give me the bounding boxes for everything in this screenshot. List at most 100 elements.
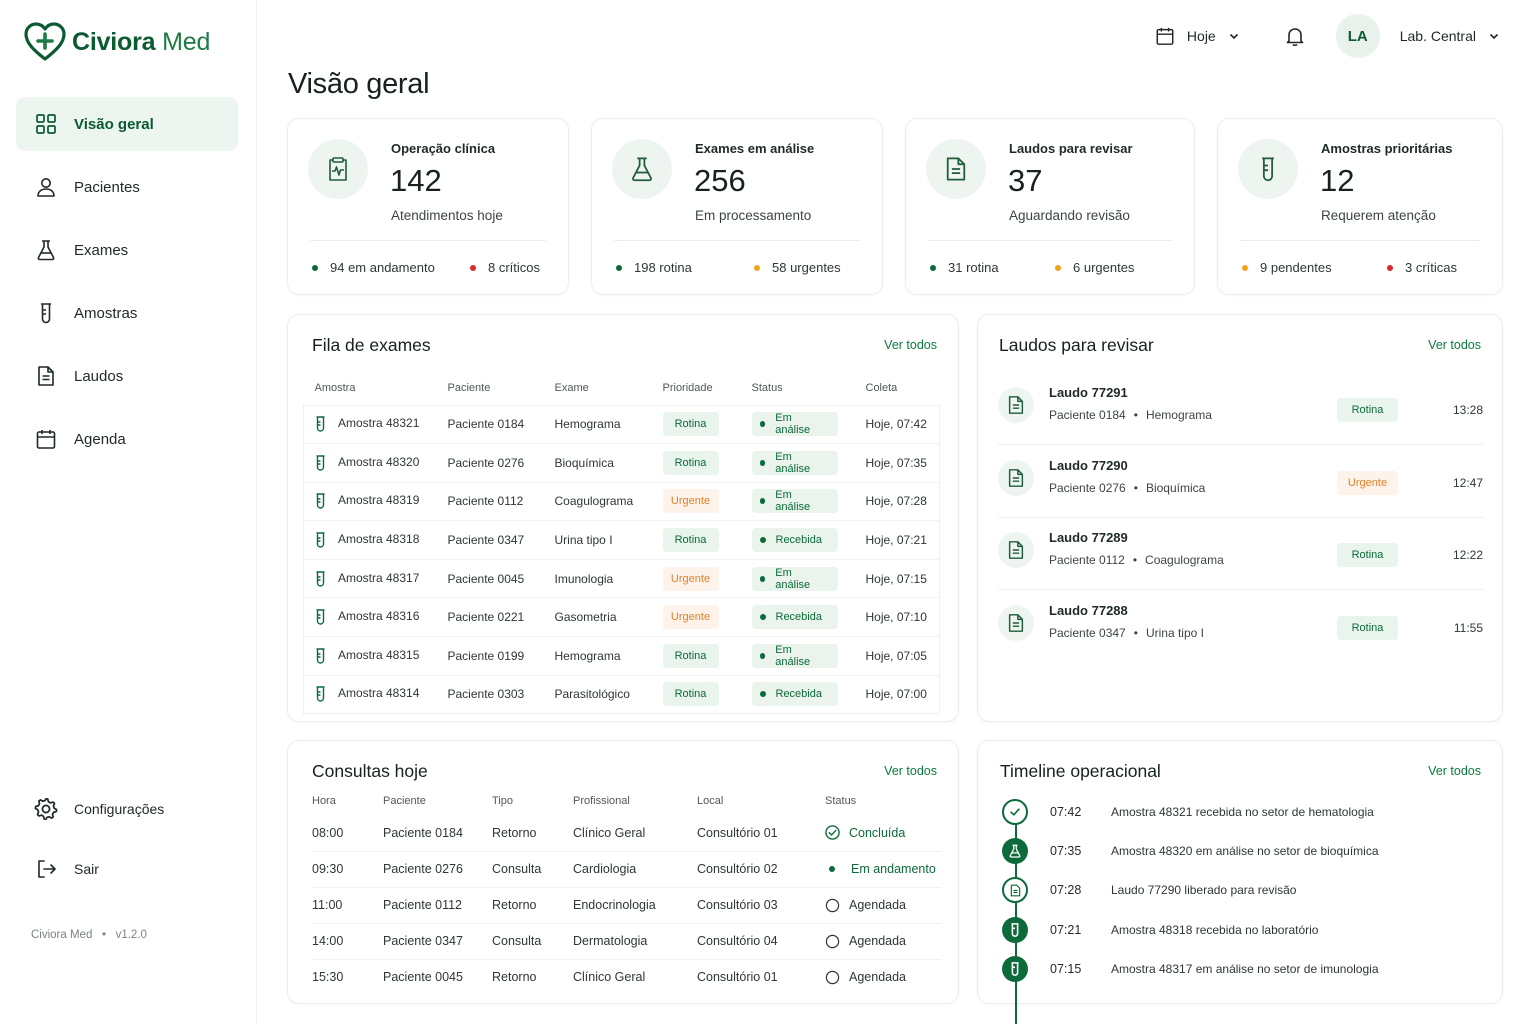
kpi-value: 37 <box>1008 163 1043 198</box>
status-dot <box>616 264 622 271</box>
date-filter-dropdown[interactable]: Hoje <box>1155 26 1240 46</box>
status-dot <box>1055 264 1061 271</box>
sidebar-item-exames[interactable]: Exames <box>16 223 238 277</box>
priority-badge: Urgente <box>662 605 719 630</box>
timeline-operacional-card: Timeline operacional Ver todos 07:42 Amos… <box>977 740 1503 1024</box>
sidebar-item-agenda[interactable]: Agenda <box>16 412 238 466</box>
laudo-name: Laudo 77289 <box>1049 530 1128 545</box>
laudo-name: Laudo 77290 <box>1049 457 1128 473</box>
table-row[interactable]: Amostra 48320 Paciente 0276 Bioquímica Roti… <box>303 443 940 483</box>
column-header: Tipo <box>492 795 513 807</box>
column-header: Coleta <box>865 381 898 394</box>
chevron-down-icon <box>1489 33 1499 40</box>
sidebar-item-label: Visão geral <box>74 115 154 133</box>
lab-selector-dropdown[interactable]: Lab. Central <box>1400 28 1500 44</box>
notifications-button[interactable] <box>1284 25 1306 47</box>
cell-status: Recebida <box>740 520 855 560</box>
calendar-icon <box>36 430 56 449</box>
status-badge: Agendada <box>825 970 942 985</box>
table-row[interactable]: 08:00 Paciente 0184 Retorno Clínico Geral Co… <box>312 815 942 852</box>
timeline-item: 07:15 Amostra 48317 em análise no setor d… <box>1002 955 1502 983</box>
table-row[interactable]: Amostra 48314 Paciente 0303 Parasitológico… <box>303 674 940 714</box>
status-badge: Agendada <box>825 934 942 949</box>
priority-badge: Rotina <box>1337 615 1398 640</box>
list-item[interactable]: Laudo 77288 Paciente 0347 • Urina tipo I Rot… <box>998 591 1483 663</box>
kpi-card-operacao-clinica[interactable]: Operação clínica 142 Atendimentos hoje 9… <box>287 118 569 295</box>
cell-paciente: Paciente 0199 <box>436 636 544 676</box>
timeline-text: Amostra 48318 recebida no laboratório <box>1111 922 1319 937</box>
priority-badge: Rotina <box>662 412 719 437</box>
kpi-subtitle: Em processamento <box>695 208 812 223</box>
cell-paciente: Paciente 0184 <box>436 404 544 444</box>
table-row[interactable]: Amostra 48321 Paciente 0184 Hemograma Rotin… <box>303 404 940 444</box>
test-tube-icon <box>315 416 326 432</box>
brand-logo[interactable]: Civiora Med <box>24 22 210 62</box>
divider <box>614 240 860 241</box>
table-row[interactable]: 14:00 Paciente 0347 Consulta Dermatologia Co… <box>312 923 942 960</box>
table-row[interactable]: 11:00 Paciente 0112 Retorno Endocrinologia C… <box>312 887 942 924</box>
ver-todos-link[interactable]: Ver todos <box>1428 338 1481 352</box>
avatar[interactable]: LA <box>1335 14 1380 58</box>
document-icon <box>998 532 1034 568</box>
sidebar-item-pacientes[interactable]: Pacientes <box>16 160 238 214</box>
divider <box>1240 240 1480 241</box>
laudo-time: 13:28 <box>1452 403 1483 417</box>
laudo-time: 11:55 <box>1453 620 1483 635</box>
table-row[interactable]: 09:30 Paciente 0276 Consulta Cardiologia Con… <box>312 851 942 888</box>
cell-prioridade: Rotina <box>651 443 741 483</box>
kpi-card-laudos-para-revisar[interactable]: Laudos para revisar 37 Aguardando revisã… <box>905 118 1195 295</box>
table-row[interactable]: Amostra 48315 Paciente 0199 Hemograma Rotin… <box>303 636 940 676</box>
column-header: Exame <box>554 381 589 394</box>
sidebar-item-amostras[interactable]: Amostras <box>16 286 238 340</box>
status-dot <box>759 498 766 505</box>
empty-circle-icon <box>825 970 849 985</box>
exams-table: Amostra Paciente Exame Prioridade Status… <box>303 371 940 714</box>
kpi-card-amostras-prioritarias[interactable]: Amostras prioritárias 12 Requerem atençã… <box>1217 118 1503 295</box>
kpi-card-exames-em-analise[interactable]: Exames em análise 256 Em processamento 1… <box>591 118 883 295</box>
ver-todos-link[interactable]: Ver todos <box>1428 764 1481 778</box>
ver-todos-link[interactable]: Ver todos <box>884 764 937 778</box>
sidebar-item-configuracoes[interactable]: Configurações <box>16 782 238 836</box>
table-row[interactable]: Amostra 48319 Paciente 0112 Coagulograma Ur… <box>303 481 940 521</box>
user-icon <box>37 178 55 197</box>
status-dot <box>759 459 766 466</box>
column-header: Status <box>825 795 857 807</box>
list-item[interactable]: Laudo 77289 Paciente 0112 • Coagulograma Rot… <box>998 518 1483 590</box>
kpi-subtitle: Aguardando revisão <box>1009 208 1130 223</box>
column-header: Prioridade <box>662 381 713 394</box>
cell-hora: 09:30 <box>312 851 383 888</box>
kpi-title: Exames em análise <box>695 141 815 156</box>
cell-local: Consultório 02 <box>697 851 825 888</box>
fila-de-exames-card: Fila de exames Ver todos Amostra Pacient… <box>287 314 959 722</box>
table-row[interactable]: Amostra 48316 Paciente 0221 Gasometria Urge… <box>303 597 940 637</box>
priority-badge: Rotina <box>662 682 719 707</box>
list-item[interactable]: Laudo 77291 Paciente 0184 • Hemograma Rotina… <box>998 373 1483 445</box>
laudos-para-revisar-card: Laudos para revisar Ver todos Laudo 7729… <box>977 314 1503 722</box>
sidebar-item-visao-geral[interactable]: Visão geral <box>16 97 238 151</box>
cell-paciente: Paciente 0045 <box>436 558 544 598</box>
cell-profissional: Cardiologia <box>573 851 697 888</box>
timeline-time: 07:28 <box>1050 883 1082 898</box>
priority-badge: Urgente <box>662 489 719 514</box>
status-dot <box>759 691 766 698</box>
priority-badge: Rotina <box>662 528 719 553</box>
cell-status: Em andamento <box>825 851 942 888</box>
cell-tipo: Retorno <box>492 815 573 852</box>
table-row[interactable]: 15:30 Paciente 0045 Retorno Clínico Geral Co… <box>312 959 942 995</box>
table-row[interactable]: Amostra 48317 Paciente 0045 Imunologia Urge… <box>303 558 940 598</box>
cell-amostra: Amostra 48316 <box>303 597 437 637</box>
timeline-text: Amostra 48320 em análise no setor de bio… <box>1111 844 1379 859</box>
kpi-footer-item: 9 pendentes <box>1242 260 1387 275</box>
cell-amostra: Amostra 48318 <box>303 520 437 560</box>
status-dot <box>1242 264 1248 271</box>
table-row[interactable]: Amostra 48318 Paciente 0347 Urina tipo I Ro… <box>303 520 940 560</box>
sidebar-item-laudos[interactable]: Laudos <box>16 349 238 403</box>
sidebar-item-sair[interactable]: Sair <box>16 842 238 896</box>
list-item[interactable]: Laudo 77290 Paciente 0276 • Bioquímica Urgen… <box>998 446 1483 518</box>
laudo-time: 12:47 <box>1452 475 1483 490</box>
cell-prioridade: Rotina <box>651 404 741 444</box>
laudo-details: Paciente 0184 • Hemograma <box>1049 408 1212 422</box>
date-filter-label: Hoje <box>1186 28 1216 44</box>
ver-todos-link[interactable]: Ver todos <box>884 338 937 352</box>
cell-exame: Hemograma <box>543 404 652 444</box>
